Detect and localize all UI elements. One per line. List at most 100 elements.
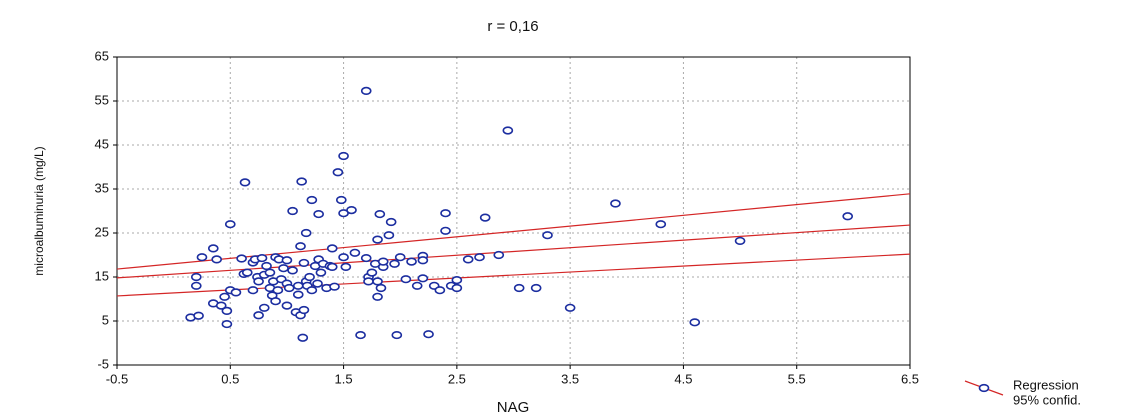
point (287, 266, 298, 275)
point (423, 330, 434, 339)
point (372, 277, 383, 286)
regression-line (116, 193, 911, 270)
x-tick-label: 1.5 (335, 371, 353, 386)
point (394, 253, 406, 262)
x-tick-label: 5.5 (788, 371, 806, 386)
point (313, 209, 324, 219)
point (292, 290, 304, 299)
point (375, 283, 387, 293)
x-tick-label: 0.5 (221, 371, 239, 386)
point (346, 206, 357, 215)
point (219, 292, 230, 301)
y-axis-label: microalbuminuria (mg/L) (32, 146, 46, 275)
point (247, 286, 259, 295)
point (211, 255, 222, 264)
point (440, 209, 451, 218)
point (366, 268, 378, 277)
y-tick-label: 5 (102, 312, 109, 327)
legend-label: Regression (1013, 377, 1079, 392)
point (224, 220, 236, 229)
legend-label: 95% confid. (1013, 392, 1081, 407)
x-tick-label: 2.5 (448, 371, 466, 386)
point (474, 253, 485, 262)
point (295, 242, 306, 251)
point (298, 258, 310, 268)
point (689, 318, 701, 327)
point (230, 288, 242, 297)
point (513, 283, 525, 293)
point (530, 283, 542, 293)
point (385, 217, 397, 227)
point (451, 283, 463, 293)
point (304, 272, 315, 282)
point (349, 248, 361, 257)
point (207, 244, 219, 253)
point (326, 262, 338, 271)
x-axis-label: NAG (497, 399, 530, 416)
x-tick-label: 3.5 (561, 371, 579, 386)
point (372, 292, 383, 301)
point (326, 244, 338, 253)
point (360, 86, 372, 95)
point (338, 151, 349, 161)
point (215, 301, 227, 310)
point (400, 275, 412, 284)
point (417, 274, 429, 283)
point (281, 256, 293, 265)
point (329, 282, 340, 291)
point (655, 220, 667, 229)
x-tick-label: 4.5 (674, 371, 692, 386)
y-tick-label: 55 (95, 92, 109, 107)
point (287, 206, 298, 216)
point (462, 255, 474, 264)
point (355, 330, 366, 340)
point (191, 281, 202, 290)
point (196, 253, 208, 262)
point (298, 305, 310, 315)
point (610, 199, 621, 208)
point (564, 303, 576, 312)
point (191, 272, 202, 282)
point (340, 262, 352, 271)
x-tick-label: -0.5 (106, 371, 128, 386)
chart-title: r = 0,16 (487, 18, 538, 35)
point (297, 333, 309, 342)
point (493, 250, 505, 260)
point (389, 259, 400, 268)
point (360, 253, 372, 263)
point (312, 279, 323, 288)
point (417, 256, 429, 265)
plot-frame (116, 56, 911, 366)
point (374, 209, 386, 219)
point (336, 195, 347, 205)
point (842, 212, 853, 221)
point (264, 268, 276, 277)
point (256, 253, 268, 263)
point (383, 231, 395, 240)
point (221, 319, 233, 329)
point (283, 283, 295, 293)
point (306, 195, 318, 205)
y-tick-label: 65 (95, 48, 109, 63)
point (292, 281, 304, 290)
y-tick-label: 15 (95, 268, 109, 283)
point (193, 311, 204, 320)
point (411, 281, 423, 290)
point (253, 277, 264, 286)
point (270, 297, 281, 306)
point (332, 168, 344, 177)
point (241, 268, 253, 277)
point (221, 306, 233, 315)
point (479, 213, 491, 222)
point (502, 126, 514, 135)
point (372, 235, 383, 244)
point (338, 253, 349, 262)
point (406, 257, 417, 266)
point (261, 261, 272, 271)
y-tick-label: 35 (95, 180, 109, 195)
point (451, 275, 463, 285)
legend-marker (978, 383, 990, 393)
point (391, 330, 403, 340)
point (315, 268, 327, 277)
point (239, 178, 251, 187)
